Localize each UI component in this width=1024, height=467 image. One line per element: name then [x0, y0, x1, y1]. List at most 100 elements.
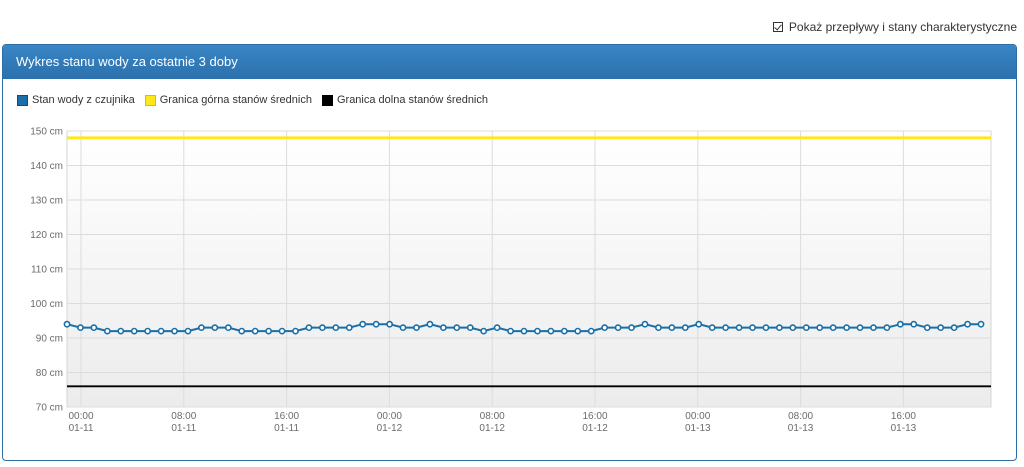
sensor-point[interactable]: [789, 324, 797, 332]
sensor-point[interactable]: [372, 320, 380, 328]
x-tick-time: 16:00: [891, 411, 916, 422]
sensor-point[interactable]: [305, 324, 313, 332]
sensor-point[interactable]: [601, 324, 609, 332]
sensor-point[interactable]: [883, 324, 891, 332]
sensor-point[interactable]: [493, 324, 501, 332]
sensor-point[interactable]: [332, 324, 340, 332]
sensor-point[interactable]: [668, 324, 676, 332]
y-tick-label: 120 cm: [30, 230, 63, 241]
sensor-point[interactable]: [359, 320, 367, 328]
sensor-point[interactable]: [614, 324, 622, 332]
x-tick-date: 01-12: [479, 423, 505, 434]
y-tick-label: 80 cm: [36, 368, 63, 379]
y-tick-label: 70 cm: [36, 403, 63, 414]
sensor-point[interactable]: [345, 324, 353, 332]
x-tick-date: 01-13: [788, 423, 814, 434]
legend-item-sensor[interactable]: Stan wody z czujnika: [17, 94, 135, 106]
sensor-point[interactable]: [829, 324, 837, 332]
legend-label-sensor: Stan wody z czujnika: [32, 94, 135, 106]
sensor-point[interactable]: [318, 324, 326, 332]
sensor-point[interactable]: [735, 324, 743, 332]
sensor-point[interactable]: [870, 324, 877, 332]
sensor-point[interactable]: [856, 324, 864, 332]
x-tick-date: 01-12: [582, 423, 608, 434]
sensor-point[interactable]: [265, 327, 273, 335]
sensor-point[interactable]: [278, 327, 286, 335]
sensor-point[interactable]: [950, 324, 958, 332]
x-tick-date: 01-12: [377, 423, 403, 434]
sensor-point[interactable]: [775, 324, 783, 332]
sensor-point[interactable]: [90, 324, 98, 332]
sensor-point[interactable]: [184, 327, 192, 335]
sensor-point[interactable]: [628, 324, 635, 332]
x-tick-time: 08:00: [171, 411, 196, 422]
sensor-point[interactable]: [292, 327, 299, 335]
sensor-point[interactable]: [802, 324, 810, 332]
sensor-point[interactable]: [211, 324, 219, 332]
x-tick-date: 01-11: [69, 423, 94, 434]
sensor-point[interactable]: [708, 324, 716, 332]
sensor-point[interactable]: [896, 320, 904, 328]
sensor-point[interactable]: [399, 324, 407, 332]
toggle-label: Pokaż przepływy i stany charakterystyczn…: [788, 20, 1017, 34]
sensor-point[interactable]: [117, 327, 125, 335]
sensor-point[interactable]: [439, 324, 447, 332]
sensor-point[interactable]: [587, 327, 595, 335]
x-tick-time: 08:00: [788, 411, 813, 422]
sensor-point[interactable]: [453, 324, 461, 332]
x-tick-time: 00:00: [685, 411, 710, 422]
y-tick-label: 130 cm: [30, 196, 63, 207]
sensor-point[interactable]: [224, 324, 232, 332]
sensor-point[interactable]: [843, 324, 850, 332]
sensor-point[interactable]: [480, 327, 488, 335]
chart-legend: Stan wody z czujnika Granica górna stanó…: [17, 94, 488, 106]
sensor-point[interactable]: [507, 327, 514, 335]
sensor-point[interactable]: [426, 320, 434, 328]
y-tick-label: 90 cm: [36, 334, 63, 345]
sensor-point[interactable]: [964, 320, 971, 328]
x-axis: 00:0001-1108:0001-1116:0001-1100:0001-12…: [68, 411, 916, 434]
y-tick-label: 110 cm: [31, 265, 63, 276]
x-tick-time: 16:00: [582, 411, 607, 422]
sensor-point[interactable]: [251, 327, 259, 335]
sensor-point[interactable]: [681, 324, 689, 332]
sensor-point[interactable]: [386, 320, 393, 328]
sensor-point[interactable]: [238, 327, 246, 335]
sensor-point[interactable]: [762, 324, 770, 332]
y-tick-label: 100 cm: [30, 299, 63, 310]
sensor-point[interactable]: [937, 324, 945, 332]
sensor-point[interactable]: [923, 324, 931, 332]
sensor-point[interactable]: [749, 324, 756, 332]
sensor-point[interactable]: [63, 320, 71, 328]
sensor-point[interactable]: [171, 327, 178, 335]
sensor-point[interactable]: [547, 327, 555, 335]
sensor-point[interactable]: [977, 320, 985, 328]
sensor-point[interactable]: [910, 320, 918, 328]
checkbox-checked-icon[interactable]: [772, 22, 783, 32]
sensor-point[interactable]: [77, 324, 84, 332]
sensor-point[interactable]: [534, 327, 541, 335]
sensor-point[interactable]: [157, 327, 165, 335]
sensor-point[interactable]: [574, 327, 582, 335]
chart-grid: [67, 130, 991, 408]
sensor-point[interactable]: [103, 327, 111, 335]
sensor-point[interactable]: [413, 324, 420, 332]
sensor-point[interactable]: [560, 327, 568, 335]
sensor-point[interactable]: [130, 327, 138, 335]
sensor-point[interactable]: [641, 320, 649, 328]
sensor-point[interactable]: [520, 327, 528, 335]
y-axis: 70 cm 80 cm 90 cm 100 cm 110 cm 120 cm 130 cm 1…: [30, 127, 63, 414]
x-tick-date: 01-11: [171, 423, 196, 434]
sensor-point[interactable]: [198, 324, 205, 332]
sensor-point[interactable]: [655, 324, 662, 332]
sensor-point[interactable]: [722, 324, 730, 332]
sensor-point[interactable]: [144, 327, 152, 335]
legend-item-upper[interactable]: Granica górna stanów średnich: [144, 94, 312, 106]
sensor-point[interactable]: [466, 324, 474, 332]
legend-item-lower[interactable]: Granica dolna stanów średnich: [321, 94, 488, 106]
show-characteristic-levels-toggle[interactable]: Pokaż przepływy i stany charakterystyczn…: [772, 20, 1017, 34]
sensor-point[interactable]: [695, 320, 703, 328]
legend-swatch-upper: [144, 94, 156, 106]
panel-title: Wykres stanu wody za ostatnie 3 doby: [3, 45, 1016, 79]
sensor-point[interactable]: [816, 324, 824, 332]
